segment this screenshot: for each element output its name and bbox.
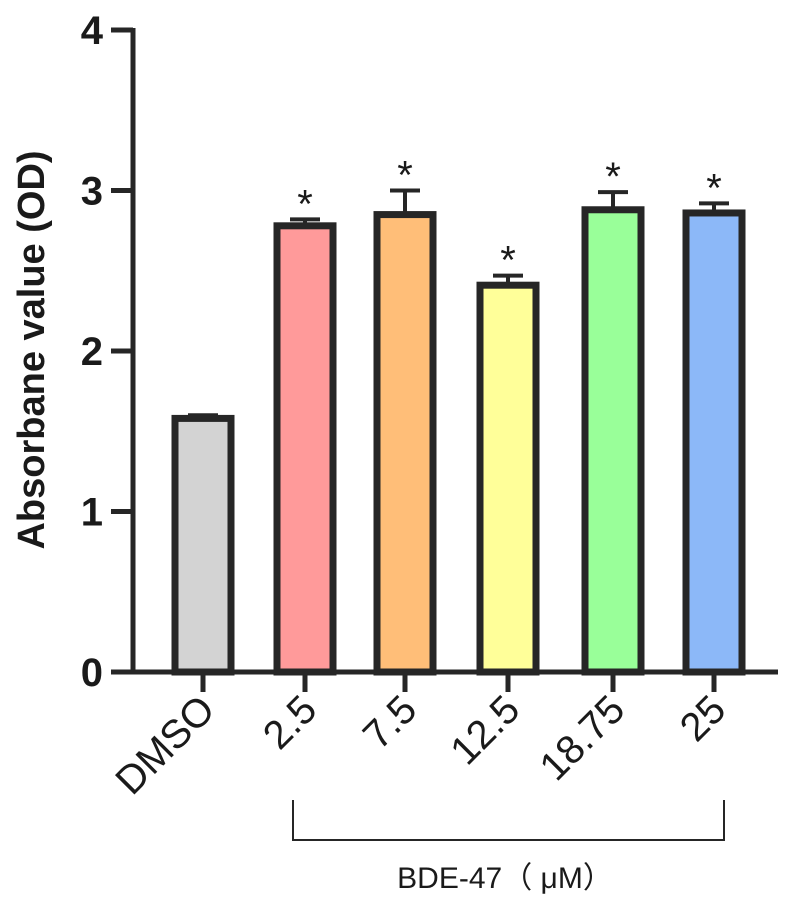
axes-layer xyxy=(111,27,778,692)
bars-layer xyxy=(171,188,746,676)
group-bracket-line xyxy=(292,800,725,841)
y-axis-label: Absorbane value (OD) xyxy=(11,150,53,549)
y-tick-label-1: 1 xyxy=(81,491,103,535)
significance-mark-25: * xyxy=(706,166,722,210)
y-tick-label-2: 2 xyxy=(81,330,103,374)
x-tick-label-7.5: 7.5 xyxy=(355,687,425,757)
bar-DMSO xyxy=(171,414,235,676)
x-tick-label-2.5: 2.5 xyxy=(255,687,325,757)
x-tick-label-18.75: 18.75 xyxy=(531,687,633,789)
bar-25 xyxy=(682,209,746,676)
significance-mark-2.5: * xyxy=(297,182,313,226)
x-tick-label-12.5: 12.5 xyxy=(442,687,528,773)
y-tick-label-4: 4 xyxy=(81,9,104,53)
x-tick-label-DMSO: DMSO xyxy=(107,687,223,803)
bar-7.5 xyxy=(373,211,437,676)
bar-2.5 xyxy=(273,222,337,676)
y-tick-label-0: 0 xyxy=(81,651,103,695)
x-tick-label-25: 25 xyxy=(672,687,735,750)
bar-18.75 xyxy=(581,206,645,676)
significance-mark-18.75: * xyxy=(605,155,621,199)
significance-mark-7.5: * xyxy=(397,154,413,198)
group-bracket xyxy=(292,800,725,841)
bar-12.5 xyxy=(476,281,540,676)
y-tick-label-3: 3 xyxy=(81,170,103,214)
significance-mark-12.5: * xyxy=(500,239,516,283)
group-label: BDE-47（ μM） xyxy=(397,862,613,895)
